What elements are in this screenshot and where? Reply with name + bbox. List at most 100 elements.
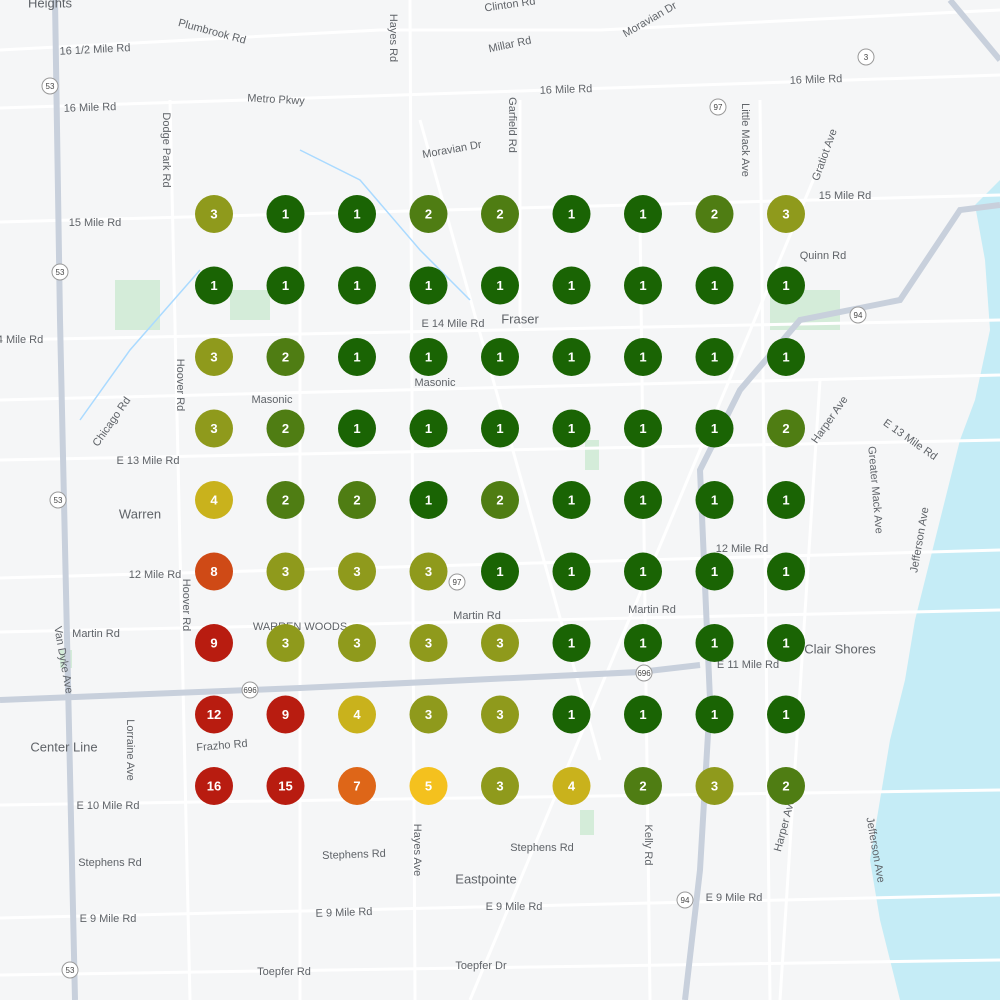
- rank-marker: [767, 767, 805, 805]
- road-shield: [241, 681, 259, 699]
- rank-marker: [338, 481, 376, 519]
- rank-marker: [624, 338, 662, 376]
- rank-label: 15: [278, 778, 292, 793]
- rank-label: 1: [782, 635, 789, 650]
- map-label: E 9 Mile Rd: [80, 913, 137, 925]
- road-shield: [41, 77, 59, 95]
- rank-label: 4: [568, 778, 576, 793]
- rank-marker: [195, 338, 233, 376]
- rank-label: 8: [210, 564, 217, 579]
- rank-marker: [266, 266, 305, 305]
- rank-marker: [695, 266, 734, 305]
- rank-label: 1: [639, 635, 646, 650]
- rank-label: 2: [782, 421, 789, 436]
- map-label: 16 Mile Rd: [64, 101, 117, 115]
- rank-marker: [266, 695, 305, 734]
- rank-marker: [695, 481, 734, 519]
- rank-label: 1: [496, 278, 503, 293]
- rank-label: 1: [639, 421, 646, 436]
- map-label: Martin Rd: [72, 628, 120, 640]
- rank-label: 3: [282, 564, 289, 579]
- rank-label: 3: [425, 564, 432, 579]
- rank-label: 3: [282, 635, 289, 650]
- rank-label: 12: [207, 707, 221, 722]
- road-shield: [849, 306, 867, 324]
- map-label: 12 Mile Rd: [129, 569, 182, 581]
- map-label: Fraser: [501, 311, 539, 326]
- rank-marker: [767, 552, 805, 591]
- rank-marker: [338, 767, 376, 805]
- rank-label: 16: [207, 778, 221, 793]
- map-label: 12 Mile Rd: [716, 543, 769, 555]
- map-label: Clair Shores: [804, 641, 876, 656]
- map-label: 4 Mile Rd: [0, 334, 43, 346]
- road-shield-label: 696: [243, 686, 257, 695]
- map-label: Lorraine Ave: [124, 719, 136, 781]
- rank-label: 1: [639, 206, 646, 221]
- streams: [79, 149, 471, 421]
- road-shield: [709, 98, 727, 116]
- road-shield: [635, 664, 653, 682]
- rank-label: 2: [496, 492, 503, 507]
- road-shield: [676, 891, 694, 909]
- rank-marker: [481, 409, 519, 448]
- rank-label: 2: [425, 206, 432, 221]
- rank-marker: [767, 409, 805, 448]
- rank-label: 1: [639, 278, 646, 293]
- road-shield-label: 3: [864, 53, 869, 62]
- map-label: E 10 Mile Rd: [77, 800, 140, 812]
- map-label: Metro Pkwy: [247, 92, 306, 107]
- rank-label: 3: [425, 707, 432, 722]
- road-shield-label: 53: [66, 966, 75, 975]
- road-shield-label: 94: [854, 311, 863, 320]
- map-label: Hoover Rd: [180, 579, 192, 632]
- rank-marker: [624, 695, 662, 734]
- rank-marker: [767, 338, 805, 376]
- road-shield-label: 97: [714, 103, 723, 112]
- rank-marker: [481, 338, 519, 376]
- rank-label: 1: [496, 564, 503, 579]
- rank-label: 5: [425, 778, 432, 793]
- map-label: 16 1/2 Mile Rd: [59, 42, 130, 58]
- map-label: Stephens Rd: [510, 842, 574, 854]
- map-label: 15 Mile Rd: [69, 217, 122, 229]
- rank-marker: [695, 552, 734, 591]
- road-shield-label: 53: [46, 82, 55, 91]
- rank-marker: [195, 266, 233, 305]
- rank-marker: [409, 195, 448, 233]
- map-label: Eastpointe: [455, 871, 516, 886]
- rank-marker: [266, 481, 305, 519]
- rank-label: 3: [353, 564, 360, 579]
- rank-marker: [695, 409, 734, 448]
- road-shield-label: 53: [54, 496, 63, 505]
- rank-marker: [266, 409, 305, 448]
- rank-label: 1: [711, 564, 718, 579]
- rank-marker: [695, 624, 734, 662]
- rank-marker: [624, 195, 662, 233]
- rank-marker: [338, 624, 376, 662]
- rank-marker: [481, 266, 519, 305]
- road-shield-label: 53: [56, 268, 65, 277]
- rank-label: 1: [639, 349, 646, 364]
- rank-marker: [481, 552, 519, 591]
- rank-marker: [481, 195, 519, 233]
- road-shield-label: 696: [637, 669, 651, 678]
- rank-label: 1: [425, 349, 432, 364]
- rank-marker: [552, 552, 591, 591]
- rank-label: 2: [782, 778, 789, 793]
- rank-marker: [195, 624, 233, 662]
- rank-label: 1: [639, 564, 646, 579]
- rank-label: 1: [496, 421, 503, 436]
- rank-label: 1: [782, 564, 789, 579]
- rank-marker: [695, 338, 734, 376]
- rank-marker: [266, 767, 305, 805]
- road-shield: [857, 48, 875, 66]
- rank-marker: [552, 266, 591, 305]
- rank-label: 2: [282, 492, 289, 507]
- rank-marker: [552, 481, 591, 519]
- map-label: Hoover Rd: [174, 359, 186, 412]
- rank-marker: [481, 695, 519, 734]
